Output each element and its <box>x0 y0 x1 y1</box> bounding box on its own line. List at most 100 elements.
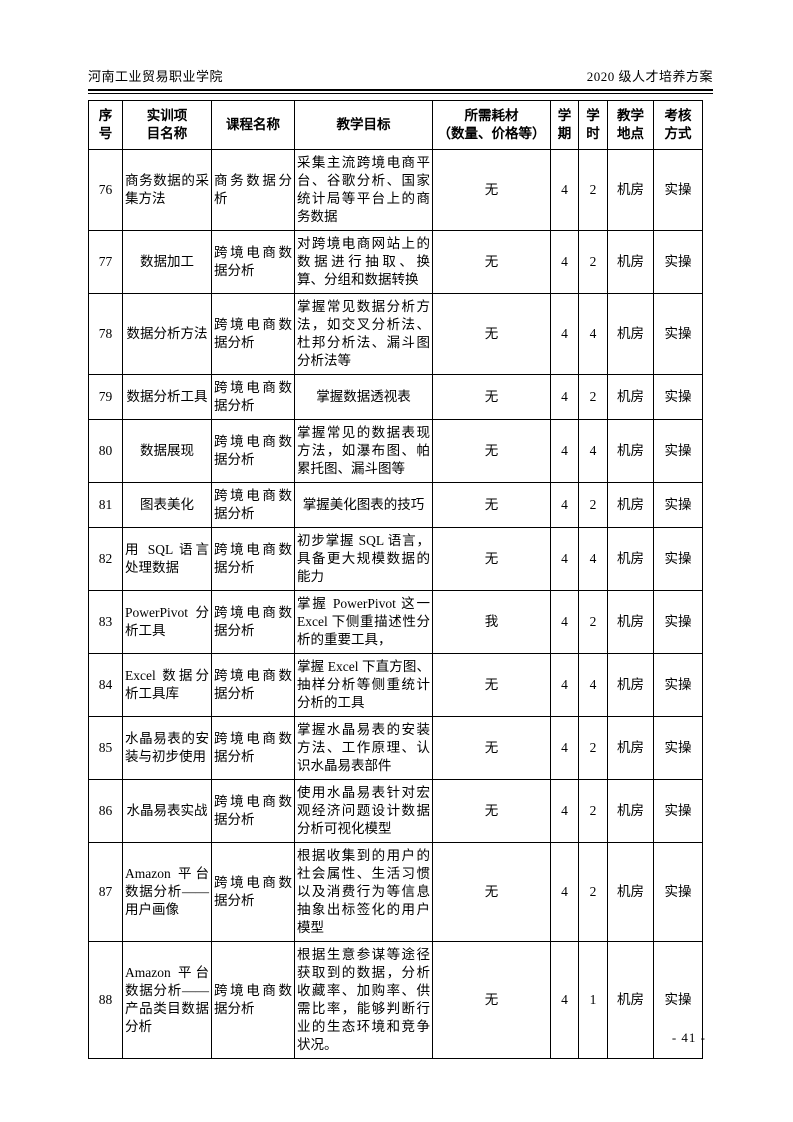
cell-name: 图表美化 <box>122 482 212 528</box>
cell-no: 80 <box>88 419 123 483</box>
cell-location: 机房 <box>607 374 654 420</box>
table-header-row: 序 号实训项 目名称 课程名称 教学目标 所需耗材 （数量、价格等）学 期学 时教学 … <box>88 100 703 150</box>
table-row: 83 PowerPivot 分析工具 跨境电商数据分析 掌握 PowerPivot 这… <box>88 590 703 654</box>
cell-course: 跨境电商数据分析 <box>211 419 295 483</box>
cell-assessment: 实操 <box>653 419 703 483</box>
column-header-assessment: 考核 方式 <box>653 100 703 150</box>
cell-name: Excel 数据分析工具库 <box>122 653 212 717</box>
cell-objective: 采集主流跨境电商平台、谷歌分析、国家统计局等平台上的商务数据 <box>294 149 433 231</box>
cell-consumables: 无 <box>432 230 551 294</box>
table-row: 87 Amazon 平台数据分析——用户画像 跨境电商数据分析 根据收集到的用户的社会… <box>88 842 703 942</box>
cell-consumables: 无 <box>432 149 551 231</box>
page-header: 河南工业贸易职业学院 2020 级人才培养方案 <box>88 66 713 94</box>
cell-assessment: 实操 <box>653 482 703 528</box>
cell-course: 跨境电商数据分析 <box>211 374 295 420</box>
training-projects-table: 序 号实训项 目名称 课程名称 教学目标 所需耗材 （数量、价格等）学 期学 时教学 … <box>88 100 703 1059</box>
cell-semester: 4 <box>550 527 579 591</box>
cell-location: 机房 <box>607 419 654 483</box>
cell-location: 机房 <box>607 842 654 942</box>
cell-objective: 使用水晶易表针对宏观经济问题设计数据分析可视化模型 <box>294 779 433 843</box>
cell-assessment: 实操 <box>653 230 703 294</box>
cell-assessment: 实操 <box>653 653 703 717</box>
cell-objective: 根据生意参谋等途径获取到的数据，分析收藏率、加购率、供需比率，能够判断行业的生态… <box>294 941 433 1059</box>
column-header-hours: 学 时 <box>578 100 608 150</box>
cell-assessment: 实操 <box>653 716 703 780</box>
cell-semester: 4 <box>550 941 579 1059</box>
cell-location: 机房 <box>607 230 654 294</box>
header-rule <box>88 89 713 94</box>
cell-hours: 2 <box>578 374 608 420</box>
cell-name: Amazon 平台数据分析——产品类目数据分析 <box>122 941 212 1059</box>
cell-location: 机房 <box>607 482 654 528</box>
cell-name: PowerPivot 分析工具 <box>122 590 212 654</box>
column-header-semester: 学 期 <box>550 100 579 150</box>
cell-course: 商务数据分析 <box>211 149 295 231</box>
cell-assessment: 实操 <box>653 590 703 654</box>
cell-course: 跨境电商数据分析 <box>211 716 295 780</box>
cell-no: 79 <box>88 374 123 420</box>
cell-name: 用 SQL 语言处理数据 <box>122 527 212 591</box>
cell-location: 机房 <box>607 716 654 780</box>
header-school-name: 河南工业贸易职业学院 <box>88 69 224 84</box>
cell-course: 跨境电商数据分析 <box>211 941 295 1059</box>
cell-objective: 掌握数据透视表 <box>294 374 433 420</box>
cell-no: 87 <box>88 842 123 942</box>
cell-name: 数据分析工具 <box>122 374 212 420</box>
cell-hours: 4 <box>578 419 608 483</box>
cell-hours: 2 <box>578 230 608 294</box>
cell-objective: 掌握 PowerPivot 这一 Excel 下侧重描述性分析的重要工具， <box>294 590 433 654</box>
cell-course: 跨境电商数据分析 <box>211 653 295 717</box>
cell-semester: 4 <box>550 419 579 483</box>
cell-hours: 4 <box>578 653 608 717</box>
column-header-name: 实训项 目名称 <box>122 100 212 150</box>
cell-objective: 掌握美化图表的技巧 <box>294 482 433 528</box>
cell-hours: 4 <box>578 293 608 375</box>
cell-location: 机房 <box>607 941 654 1059</box>
cell-semester: 4 <box>550 716 579 780</box>
cell-hours: 2 <box>578 590 608 654</box>
cell-assessment: 实操 <box>653 374 703 420</box>
table-row: 80 数据展现 跨境电商数据分析 掌握常见的数据表现方法，如瀑布图、帕累托图、漏斗图等… <box>88 419 703 483</box>
cell-location: 机房 <box>607 293 654 375</box>
cell-location: 机房 <box>607 527 654 591</box>
cell-name: 水晶易表的安装与初步使用 <box>122 716 212 780</box>
table-row: 76 商务数据的采集方法 商务数据分析 采集主流跨境电商平台、谷歌分析、国家统计局等平… <box>88 149 703 231</box>
cell-semester: 4 <box>550 293 579 375</box>
cell-consumables: 无 <box>432 293 551 375</box>
cell-assessment: 实操 <box>653 527 703 591</box>
cell-objective: 掌握水晶易表的安装方法、工作原理、认识水晶易表部件 <box>294 716 433 780</box>
cell-assessment: 实操 <box>653 293 703 375</box>
cell-semester: 4 <box>550 482 579 528</box>
cell-course: 跨境电商数据分析 <box>211 482 295 528</box>
cell-name: 数据加工 <box>122 230 212 294</box>
cell-hours: 1 <box>578 941 608 1059</box>
cell-assessment: 实操 <box>653 149 703 231</box>
column-header-location: 教学 地点 <box>607 100 654 150</box>
cell-hours: 2 <box>578 149 608 231</box>
table-header-row: 序 号实训项 目名称 课程名称 教学目标 所需耗材 （数量、价格等）学 期学 时教学 … <box>88 100 703 150</box>
cell-no: 88 <box>88 941 123 1059</box>
table-row: 78 数据分析方法 跨境电商数据分析 掌握常见数据分析方法，如交叉分析法、杜邦分析法、… <box>88 293 703 375</box>
table-row: 85 水晶易表的安装与初步使用 跨境电商数据分析 掌握水晶易表的安装方法、工作原理、认… <box>88 716 703 780</box>
cell-course: 跨境电商数据分析 <box>211 293 295 375</box>
cell-name: 数据展现 <box>122 419 212 483</box>
table-row: 86 水晶易表实战 跨境电商数据分析 使用水晶易表针对宏观经济问题设计数据分析可视化模… <box>88 779 703 843</box>
table-row: 77 数据加工 跨境电商数据分析 对跨境电商网站上的数据进行抽取、换算、分组和数据转换… <box>88 230 703 294</box>
cell-hours: 4 <box>578 527 608 591</box>
cell-location: 机房 <box>607 653 654 717</box>
cell-objective: 掌握常见的数据表现方法，如瀑布图、帕累托图、漏斗图等 <box>294 419 433 483</box>
cell-consumables: 我 <box>432 590 551 654</box>
cell-objective: 掌握 Excel 下直方图、抽样分析等侧重统计分析的工具 <box>294 653 433 717</box>
cell-hours: 2 <box>578 779 608 843</box>
table-row: 81 图表美化 跨境电商数据分析 掌握美化图表的技巧无 4 2 机房 实操 <box>88 482 703 528</box>
cell-consumables: 无 <box>432 653 551 717</box>
page-number: - 41 - <box>671 1030 706 1045</box>
cell-course: 跨境电商数据分析 <box>211 590 295 654</box>
cell-assessment: 实操 <box>653 842 703 942</box>
cell-assessment: 实操 <box>653 779 703 843</box>
cell-no: 77 <box>88 230 123 294</box>
cell-semester: 4 <box>550 590 579 654</box>
cell-objective: 初步掌握 SQL 语言，具备更大规模数据的能力 <box>294 527 433 591</box>
cell-location: 机房 <box>607 779 654 843</box>
